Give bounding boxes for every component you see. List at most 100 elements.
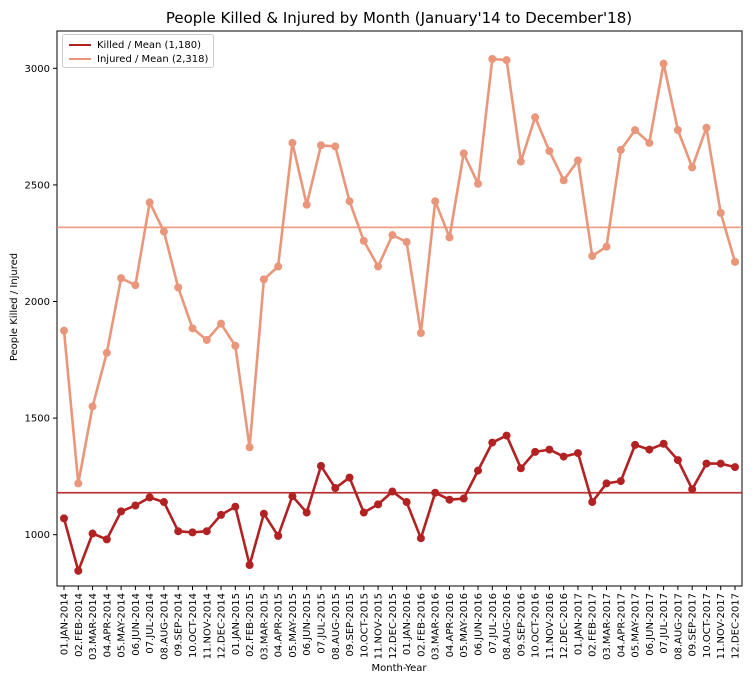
- data-point-injured: [645, 138, 654, 147]
- data-point-killed: [702, 459, 711, 468]
- data-point-killed: [516, 464, 525, 473]
- data-point-killed: [159, 498, 168, 507]
- data-point-injured: [731, 257, 739, 266]
- legend-label-injured: Injured / Mean (2,318): [97, 53, 209, 65]
- data-point-injured: [288, 138, 297, 147]
- x-tick-label: 09.SEP-2014: [174, 593, 185, 656]
- data-point-killed: [274, 531, 283, 540]
- x-tick-label: 08.AUG-2016: [502, 593, 513, 660]
- x-tick-label: 08.AUG-2017: [673, 593, 684, 660]
- x-tick-label: 01.JAN-2014: [60, 593, 71, 655]
- x-tick-label: 07.JUL-2014: [145, 593, 156, 654]
- chart-title: People Killed & Injured by Month (Januar…: [166, 9, 632, 27]
- data-point-killed: [60, 514, 68, 523]
- x-tick-label: 06.JUN-2014: [131, 593, 142, 656]
- data-point-killed: [459, 494, 468, 503]
- data-point-injured: [616, 145, 625, 154]
- x-tick-label: 10.OCT-2015: [359, 593, 370, 658]
- legend-swatch-injured: [69, 58, 91, 60]
- data-point-injured: [516, 157, 525, 166]
- data-point-injured: [416, 328, 425, 337]
- data-point-killed: [117, 507, 126, 516]
- x-tick-label: 04.APR-2015: [274, 593, 285, 657]
- x-tick-label: 02.FEB-2016: [416, 593, 427, 657]
- data-point-killed: [245, 561, 254, 570]
- data-point-injured: [174, 283, 183, 292]
- data-point-injured: [88, 402, 97, 411]
- data-point-injured: [74, 479, 83, 488]
- data-point-injured: [659, 59, 668, 68]
- data-point-injured: [402, 238, 411, 247]
- data-point-injured: [359, 236, 368, 245]
- x-tick-label: 03.MAR-2015: [259, 593, 270, 660]
- data-point-killed: [616, 477, 625, 486]
- data-point-injured: [631, 126, 640, 135]
- x-tick-label: 11.NOV-2015: [374, 593, 385, 659]
- data-point-injured: [245, 443, 254, 452]
- x-axis-label: Month-Year: [372, 663, 428, 674]
- data-point-injured: [188, 324, 197, 333]
- data-point-injured: [573, 156, 582, 165]
- data-point-injured: [388, 231, 397, 240]
- data-point-killed: [445, 495, 454, 504]
- x-tick-label: 11.NOV-2017: [716, 593, 727, 659]
- data-point-killed: [231, 502, 240, 511]
- y-axis-label: People Killed / Injured: [9, 253, 20, 361]
- data-point-killed: [288, 492, 297, 501]
- data-point-killed: [331, 484, 340, 493]
- data-point-injured: [488, 54, 497, 63]
- y-tick-label: 3000: [25, 64, 50, 75]
- data-point-injured: [302, 200, 311, 209]
- data-point-killed: [202, 527, 211, 536]
- legend-entry-killed: Killed / Mean (1,180): [69, 38, 201, 52]
- x-tick-label: 10.OCT-2017: [702, 593, 713, 658]
- x-tick-label: 03.MAR-2017: [602, 593, 613, 660]
- x-tick-label: 04.APR-2016: [445, 593, 456, 657]
- data-point-killed: [659, 439, 668, 448]
- x-tick-label: 12.DEC-2017: [731, 593, 742, 659]
- data-point-injured: [60, 326, 68, 335]
- data-point-injured: [231, 341, 240, 350]
- x-tick-label: 03.MAR-2016: [431, 593, 442, 660]
- x-tick-label: 06.JUN-2015: [302, 593, 313, 656]
- data-point-injured: [131, 281, 140, 290]
- data-point-injured: [673, 126, 682, 135]
- x-tick-label: 12.DEC-2014: [217, 593, 228, 659]
- data-point-killed: [402, 498, 411, 507]
- x-tick-label: 05.MAY-2017: [631, 593, 642, 658]
- x-tick-label: 01.JAN-2016: [402, 593, 413, 655]
- data-point-killed: [302, 508, 311, 517]
- data-point-injured: [431, 197, 440, 206]
- data-point-killed: [559, 452, 568, 461]
- data-point-killed: [74, 566, 83, 575]
- x-tick-label: 09.SEP-2016: [516, 593, 527, 656]
- legend: Killed / Mean (1,180) Injured / Mean (2,…: [62, 34, 214, 68]
- x-tick-label: 05.MAY-2014: [117, 593, 128, 658]
- data-point-killed: [573, 449, 582, 458]
- legend-swatch-killed: [69, 44, 91, 46]
- data-point-killed: [217, 510, 226, 519]
- data-point-injured: [602, 242, 611, 251]
- legend-label-killed: Killed / Mean (1,180): [97, 39, 201, 51]
- data-point-killed: [102, 535, 111, 544]
- plot-frame: [56, 30, 743, 587]
- x-tick-label: 02.FEB-2014: [74, 593, 85, 657]
- y-tick-label: 2500: [25, 180, 50, 191]
- data-point-killed: [388, 487, 397, 496]
- series-line-killed: [62, 434, 736, 573]
- x-tick-label: 09.SEP-2015: [345, 593, 356, 656]
- y-tick-label: 2000: [25, 297, 50, 308]
- data-point-killed: [502, 431, 511, 440]
- x-tick-label: 08.AUG-2015: [331, 593, 342, 660]
- data-point-injured: [145, 198, 154, 207]
- data-point-killed: [645, 445, 654, 454]
- x-tick-label: 07.JUL-2016: [488, 593, 499, 654]
- data-point-injured: [345, 197, 354, 206]
- data-point-killed: [359, 508, 368, 517]
- data-point-killed: [588, 498, 597, 507]
- data-point-killed: [174, 527, 183, 536]
- data-point-killed: [531, 447, 540, 456]
- data-point-killed: [716, 459, 725, 468]
